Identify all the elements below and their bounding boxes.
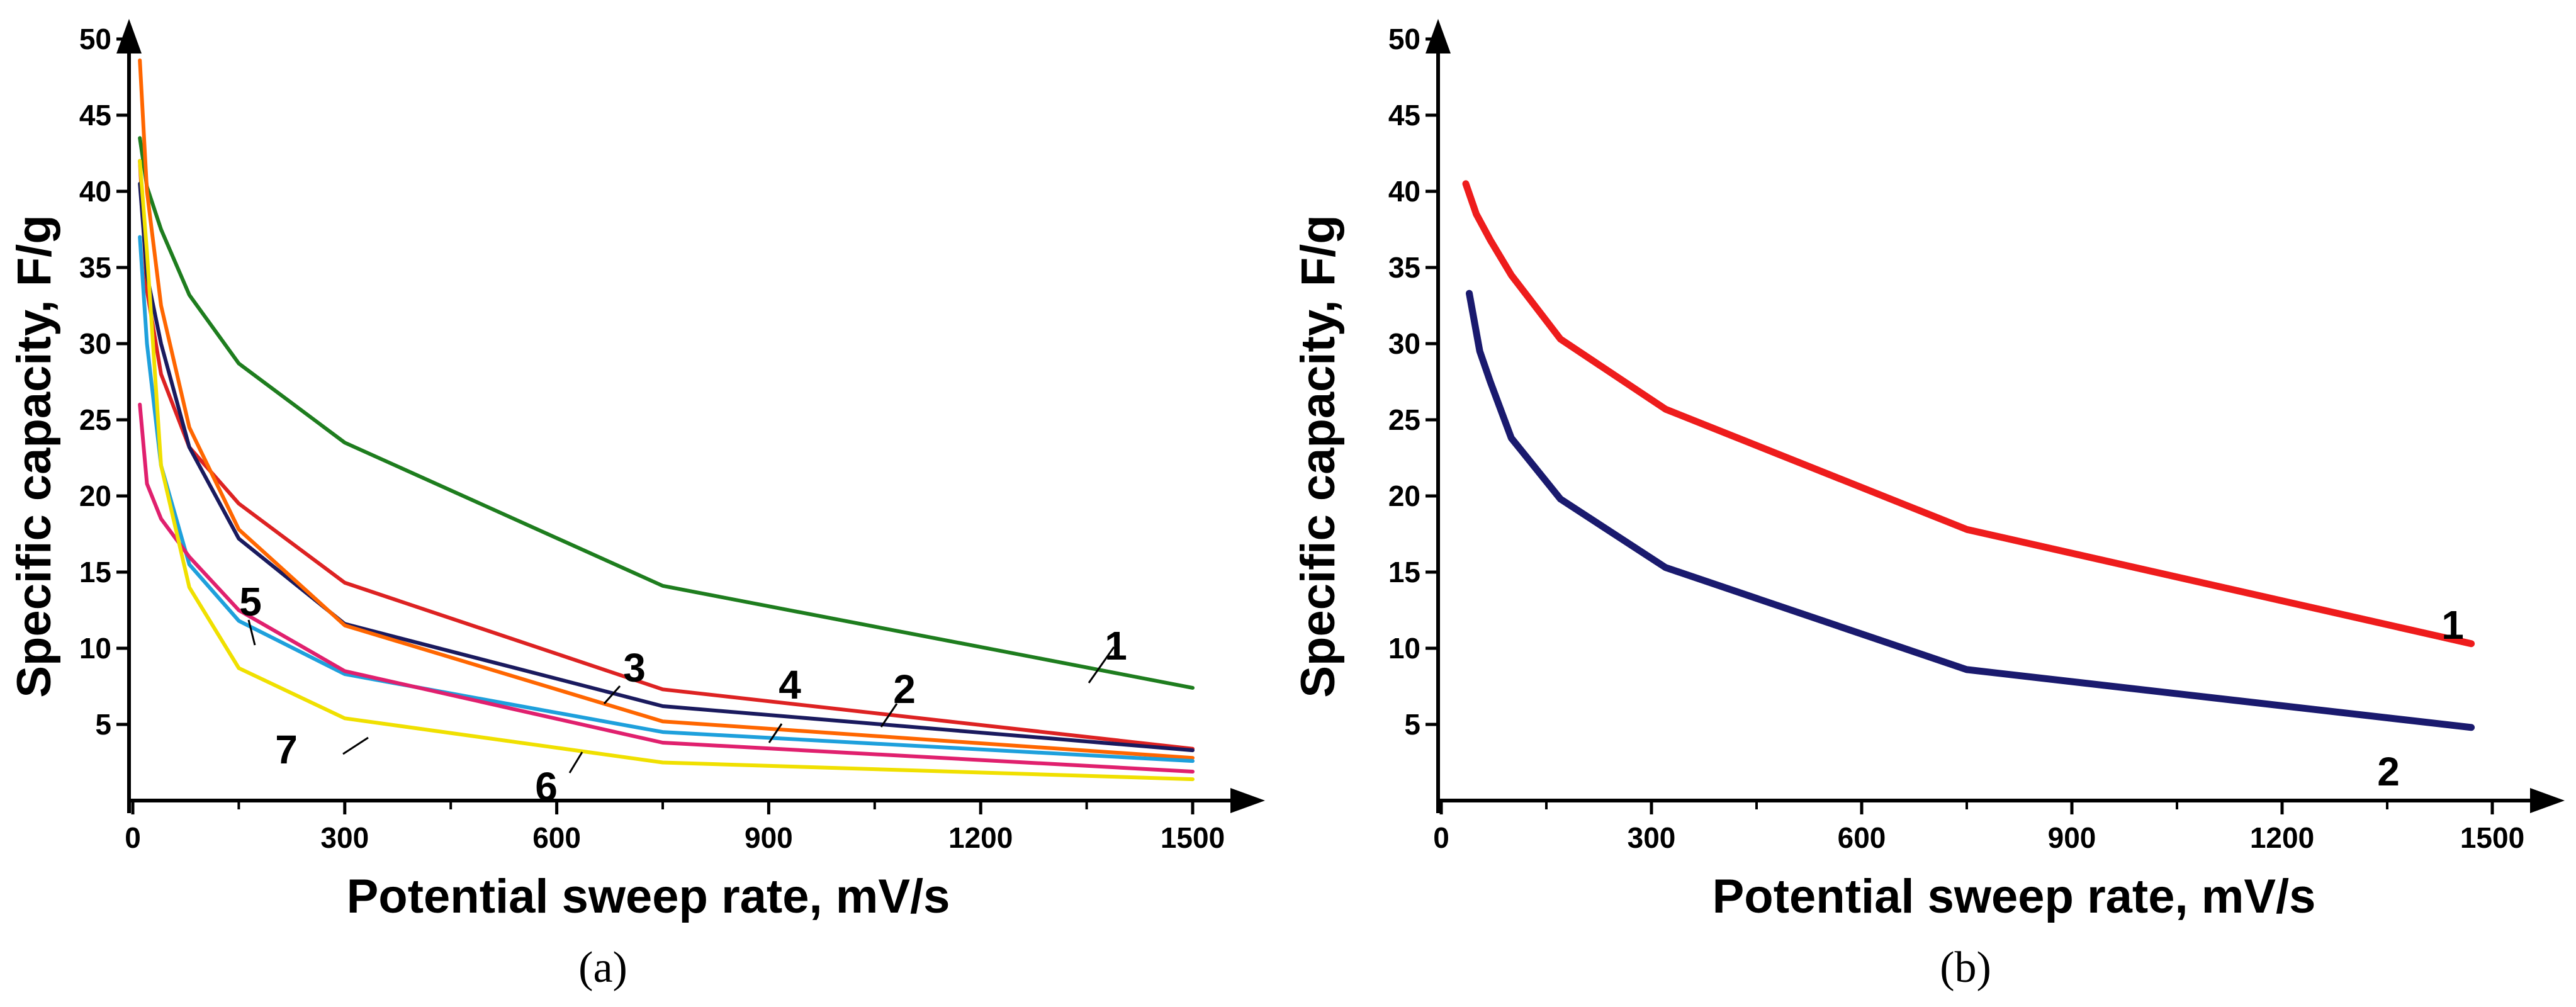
chart-a-series-5-line xyxy=(138,235,1195,763)
chart-panel-a: Specific capacity, F/g Potential sweep r… xyxy=(8,19,1265,992)
chart-a-xlabel: Potential sweep rate, mV/s xyxy=(347,870,950,923)
chart-b-series-2-line xyxy=(1466,290,2475,731)
chart-a-series-6-line xyxy=(138,402,1195,774)
chart-b-y-tick-label: 5 xyxy=(1404,708,1420,741)
chart-a-y-tick-label: 45 xyxy=(79,99,111,132)
chart-a-curve-label-5: 5 xyxy=(239,579,262,624)
chart-b-x-tick-label: 900 xyxy=(2048,821,2096,854)
chart-a-y-tick-label: 25 xyxy=(79,403,111,436)
chart-a-curve-label-1: 1 xyxy=(1105,623,1127,668)
chart-a-ylabel: Specific capacity, F/g xyxy=(8,215,61,697)
chart-a-curve-label-6: 6 xyxy=(535,764,558,809)
chart-b-y-tick-label: 20 xyxy=(1388,480,1420,512)
chart-a-curve-label-4: 4 xyxy=(779,662,801,707)
chart-a-series-2-line xyxy=(138,159,1195,751)
chart-a-y-tick-label: 35 xyxy=(79,251,111,284)
chart-b-y-tick-label: 50 xyxy=(1388,23,1420,55)
chart-a-y-tick-label: 5 xyxy=(95,708,111,741)
chart-panel-b: Specific capacity, F/g Potential sweep r… xyxy=(1291,19,2565,992)
chart-a-x-axis-arrow xyxy=(1230,788,1265,813)
chart-b-x-tick-label: 0 xyxy=(1433,821,1449,854)
chart-a-curve-label-1-leader xyxy=(1088,646,1115,684)
chart-a-x-tick-label: 600 xyxy=(532,821,581,854)
chart-b-x-tick-label: 600 xyxy=(1838,821,1886,854)
chart-b-x-tick-label: 1500 xyxy=(2460,821,2524,854)
chart-a-y-tick-label: 40 xyxy=(79,175,111,208)
chart-a-curve-label-6-leader xyxy=(568,751,583,774)
chart-a-curve-label-7: 7 xyxy=(275,727,298,772)
chart-a-series-7-line xyxy=(138,159,1195,782)
chart-a-curve-label-3-leader xyxy=(603,685,621,704)
chart-b-y-tick-label: 10 xyxy=(1388,632,1420,665)
chart-b-panel-label: (b) xyxy=(1940,943,1991,992)
chart-a-y-tick-label: 15 xyxy=(79,556,111,588)
chart-a-series-1-line xyxy=(138,136,1195,690)
chart-b-y-tick-label: 30 xyxy=(1388,327,1420,360)
chart-b-y-tick-label: 45 xyxy=(1388,99,1420,132)
chart-b-y-tick-label: 25 xyxy=(1388,403,1420,436)
chart-a-series-4-line xyxy=(138,58,1195,760)
chart-b-curve-label-1: 1 xyxy=(2441,602,2464,648)
chart-a-x-tick-label: 900 xyxy=(745,821,793,854)
chart-a-x-tick-label: 0 xyxy=(125,821,141,854)
chart-a-curve-label-7-leader xyxy=(342,736,369,755)
chart-b-x-tick-label: 300 xyxy=(1628,821,1676,854)
chart-b-y-tick-label: 35 xyxy=(1388,251,1420,284)
chart-a-series-3-line xyxy=(138,181,1195,753)
chart-a-curve-label-2-leader xyxy=(880,703,898,728)
chart-a-curve-label-2: 2 xyxy=(893,667,916,712)
chart-b-x-axis-arrow xyxy=(2530,788,2565,813)
chart-b-series-1-line xyxy=(1462,180,2475,648)
chart-a-y-axis-arrow xyxy=(116,19,142,53)
chart-b-y-tick-label: 40 xyxy=(1388,175,1420,208)
chart-a-curve-label-4-leader xyxy=(768,723,783,743)
chart-a-y-tick-label: 20 xyxy=(79,480,111,512)
chart-a-curve-label-3: 3 xyxy=(623,645,646,690)
chart-b-xlabel: Potential sweep rate, mV/s xyxy=(1713,870,2316,923)
chart-b-y-tick-label: 15 xyxy=(1388,556,1420,588)
chart-b-x-tick-label: 1200 xyxy=(2250,821,2314,854)
chart-a-panel-label: (a) xyxy=(578,943,627,992)
chart-a-x-tick-label: 300 xyxy=(320,821,369,854)
chart-a-x-tick-label: 1200 xyxy=(948,821,1013,854)
chart-a-x-tick-label: 1500 xyxy=(1161,821,1225,854)
chart-b-y-axis-arrow xyxy=(1426,19,1451,53)
chart-b-ylabel: Specific capacity, F/g xyxy=(1291,215,1345,697)
chart-a-y-tick-label: 50 xyxy=(79,23,111,55)
chart-b-curve-label-2: 2 xyxy=(2377,749,2400,794)
chart-a-curve-label-5-leader xyxy=(247,619,256,646)
chart-a-y-tick-label: 10 xyxy=(79,632,111,665)
chart-a-y-tick-label: 30 xyxy=(79,327,111,360)
